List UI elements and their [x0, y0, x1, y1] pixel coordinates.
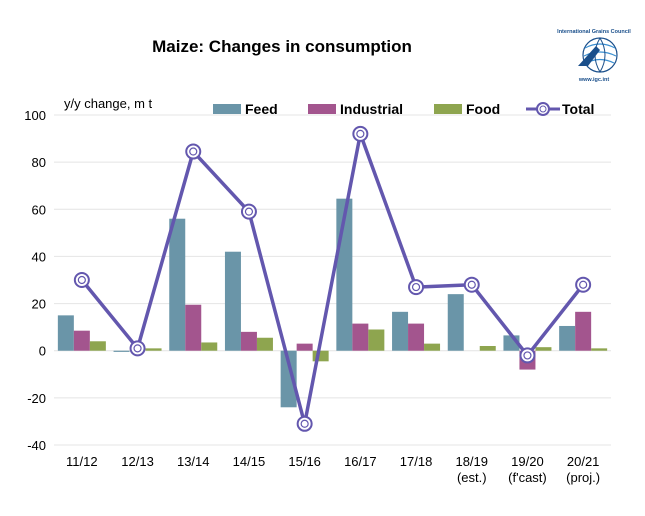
legend: Feed Industrial Food Total: [213, 101, 594, 117]
bar-food-8: [535, 347, 552, 351]
bar-feed-3: [224, 251, 241, 351]
globe-icon: [578, 37, 618, 73]
y-tick-label: 100: [24, 108, 46, 123]
bar-food-3: [256, 337, 273, 351]
logo-org-name: International Grains Council: [557, 29, 631, 35]
x-tick-label: (est.): [457, 470, 487, 485]
y-tick-label: 80: [32, 155, 46, 170]
bars: [57, 198, 608, 408]
bar-food-9: [591, 348, 608, 351]
legend-label-feed: Feed: [245, 101, 278, 117]
bar-feed-9: [559, 325, 576, 351]
igc-logo: International Grains Council www.igc.int: [557, 29, 631, 83]
total-point-inner-8: [523, 351, 532, 360]
y-tick-label: -40: [27, 438, 46, 453]
total-point-inner-7: [467, 280, 476, 289]
x-tick-label: 18/19: [455, 454, 488, 469]
legend-swatch-total-marker-inner: [539, 105, 547, 113]
legend-swatch-food: [434, 104, 462, 114]
x-tick-label: 16/17: [344, 454, 377, 469]
x-tick-label: 14/15: [233, 454, 266, 469]
bar-feed-1: [113, 350, 130, 352]
bar-industrial-0: [73, 330, 90, 351]
y-axis-ticks: -40 -20 0 20 40 60 80 100: [24, 108, 46, 453]
x-axis-labels: 11/12 12/13 13/14 14/15 15/16 16/17 17/18 18/19…: [66, 454, 600, 485]
x-tick-label: 19/20: [511, 454, 544, 469]
legend-label-industrial: Industrial: [340, 101, 403, 117]
y-tick-label: 0: [39, 344, 46, 359]
x-tick-label: (f'cast): [508, 470, 547, 485]
y-tick-label: -20: [27, 391, 46, 406]
y-tick-label: 40: [32, 249, 46, 264]
total-point-inner-1: [133, 344, 142, 353]
bar-food-5: [368, 329, 385, 351]
logo-url: www.igc.int: [578, 77, 610, 83]
total-line: [73, 125, 592, 432]
bar-food-6: [424, 343, 441, 351]
bar-food-1: [145, 348, 162, 351]
x-tick-label: 20/21: [567, 454, 600, 469]
y-tick-label: 20: [32, 297, 46, 312]
total-point-inner-0: [77, 275, 86, 285]
total-point-inner-6: [411, 282, 421, 292]
total-point-inner-3: [244, 207, 254, 216]
legend-label-total: Total: [562, 101, 594, 117]
bar-industrial-3: [240, 331, 257, 351]
x-tick-label: 11/12: [66, 454, 98, 469]
bar-food-7: [479, 346, 496, 351]
bar-industrial-9: [575, 311, 592, 351]
bar-feed-4: [280, 350, 297, 408]
chart-title: Maize: Changes in consumption: [152, 37, 412, 56]
bar-feed-2: [169, 218, 186, 351]
x-tick-label: 12/13: [121, 454, 154, 469]
legend-swatch-industrial: [308, 104, 336, 114]
bar-industrial-6: [408, 323, 425, 351]
bar-food-0: [89, 341, 106, 351]
y-axis-label: y/y change, m t: [64, 96, 153, 111]
bar-feed-6: [392, 311, 409, 351]
bar-industrial-5: [352, 323, 369, 351]
x-tick-label: 15/16: [288, 454, 321, 469]
legend-label-food: Food: [466, 101, 500, 117]
bar-feed-0: [57, 315, 74, 351]
x-tick-label: (proj.): [566, 470, 600, 485]
y-tick-label: 60: [32, 202, 46, 217]
total-series-line: [80, 132, 585, 426]
x-tick-label: 17/18: [400, 454, 433, 469]
bar-food-2: [201, 342, 218, 351]
total-point-inner-9: [579, 280, 588, 289]
bar-industrial-4: [296, 343, 313, 351]
bar-industrial-2: [185, 304, 202, 351]
legend-swatch-feed: [213, 104, 241, 114]
total-point-inner-4: [300, 419, 309, 428]
bar-feed-7: [447, 294, 464, 351]
total-point-inner-2: [189, 147, 198, 156]
bar-food-4: [312, 350, 329, 362]
total-point-inner-5: [356, 129, 365, 138]
x-tick-label: 13/14: [177, 454, 210, 469]
